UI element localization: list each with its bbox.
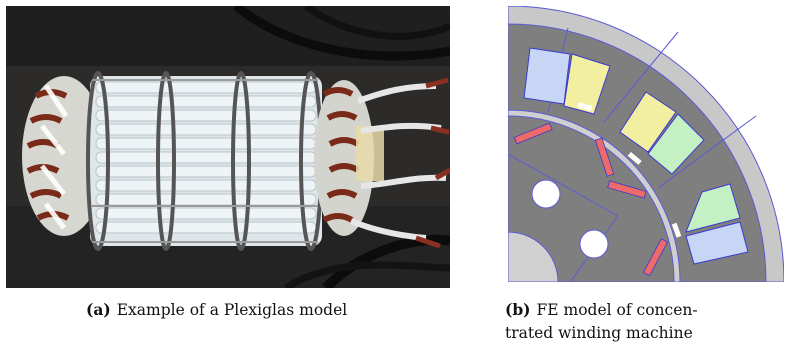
magnet-1 [513, 122, 553, 145]
caption-b-label: (b) [505, 300, 531, 319]
rotor-hole-2 [579, 229, 609, 259]
coil-blue-1 [523, 47, 571, 105]
magnet-4 [642, 238, 668, 277]
right-end-winding [314, 80, 384, 236]
rotor-core [508, 115, 675, 282]
caption-b: (b) FE model of concen- trated winding ma… [505, 298, 787, 345]
caption-a: (a) Example of a Plexiglas model [86, 298, 416, 322]
coil-yellow-2 [619, 91, 677, 153]
plexiglas-model-photo [6, 6, 450, 288]
tube-cylinder [86, 71, 323, 251]
cable [233, 6, 450, 61]
lead-wires [349, 77, 450, 249]
magnet-3 [607, 180, 647, 199]
caption-a-text: Example of a Plexiglas model [116, 301, 348, 319]
left-end-winding [22, 76, 106, 236]
caption-a-label: (a) [86, 300, 111, 319]
rotor-hole-1 [531, 179, 561, 209]
magnet-2 [594, 137, 615, 177]
coil-blue-3 [685, 221, 749, 265]
fe-model-diagram [508, 6, 784, 282]
caption-b-line1: FE model of concen- [536, 301, 698, 319]
shaft [508, 231, 559, 282]
coil-yellow-1 [563, 53, 611, 115]
caption-b-line2: trated winding machine [505, 324, 693, 342]
coil-green-3 [685, 183, 741, 233]
coil-green-2 [647, 113, 705, 175]
